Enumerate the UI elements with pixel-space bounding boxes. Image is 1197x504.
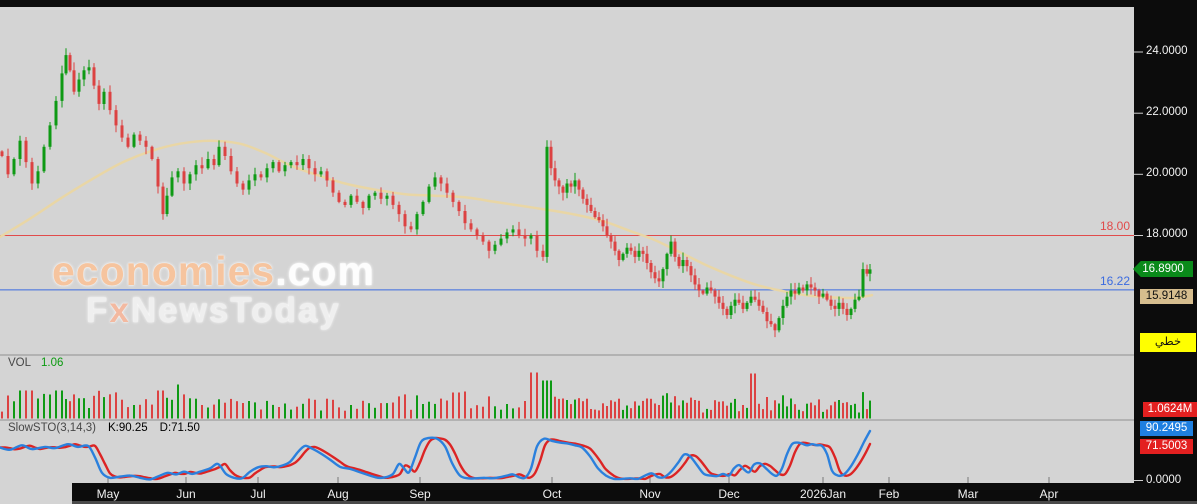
time-axis-label-May: May	[96, 487, 120, 501]
price-axis-label-24.0000: 24.0000	[1146, 45, 1188, 57]
stochastic-panel-header: SlowSTO(3,14,3) K:90.25 D:71.50	[8, 422, 200, 434]
prev-close-badge: 15.9148	[1140, 289, 1193, 304]
time-axis-label-Jul: Jul	[250, 487, 266, 501]
last-price-badge: 16.8900	[1133, 261, 1193, 277]
volume-current-value: 1.06	[41, 357, 64, 369]
volume-value-badge: 1.0624M	[1143, 402, 1197, 417]
time-axis-label-Apr: Apr	[1039, 487, 1059, 501]
stochastic-label: SlowSTO(3,14,3)	[8, 422, 96, 434]
watermark-brand: economies.com	[52, 248, 375, 294]
volume-label: VOL	[8, 357, 32, 369]
sto-k-line	[0, 429, 872, 481]
time-axis-label-Oct: Oct	[542, 487, 562, 501]
stochastic-d-readout: D:71.50	[159, 422, 200, 434]
time-axis-label-Nov: Nov	[639, 487, 661, 501]
price-axis-label-22.0000: 22.0000	[1146, 106, 1188, 119]
time-axis-label-Dec: Dec	[718, 487, 740, 501]
level-label-16.22: 16.22	[1099, 273, 1130, 288]
volume-panel-header: VOL 1.06	[8, 357, 63, 369]
sto-k-value-badge: 90.2495	[1140, 421, 1193, 436]
time-axis-label-Feb: Feb	[878, 487, 900, 501]
time-axis-background[interactable]	[72, 483, 1197, 501]
time-axis-label-Sep: Sep	[409, 487, 431, 501]
watermark: economies.com FxNewsToday	[52, 248, 375, 331]
time-axis-label-Mar: Mar	[957, 487, 979, 501]
watermark-subbrand: FxNewsToday	[86, 291, 341, 331]
time-axis-label-Jun: Jun	[176, 487, 196, 501]
stochastic-k-readout: K:90.25	[108, 422, 148, 434]
price-axis-label-18.0000: 18.0000	[1146, 228, 1188, 241]
volume-series	[1, 372, 871, 419]
candle-series	[0, 48, 872, 338]
time-axis-label-Aug: Aug	[327, 487, 349, 501]
top-bar	[0, 0, 1197, 7]
chart-type-badge[interactable]: خطي	[1140, 333, 1196, 352]
moving-average-line	[0, 139, 874, 300]
sto-axis-zero-label: 0.0000	[1146, 473, 1182, 486]
price-axis-label-20.0000: 20.0000	[1146, 167, 1188, 180]
sto-d-line	[0, 436, 872, 481]
time-axis-label-2026Jan: 2026Jan	[799, 487, 847, 501]
sto-d-value-badge: 71.5003	[1140, 439, 1193, 454]
level-label-18.00: 18.00	[1099, 219, 1130, 234]
bottom-strip	[72, 501, 1197, 504]
price-axis-background[interactable]	[1134, 0, 1197, 504]
